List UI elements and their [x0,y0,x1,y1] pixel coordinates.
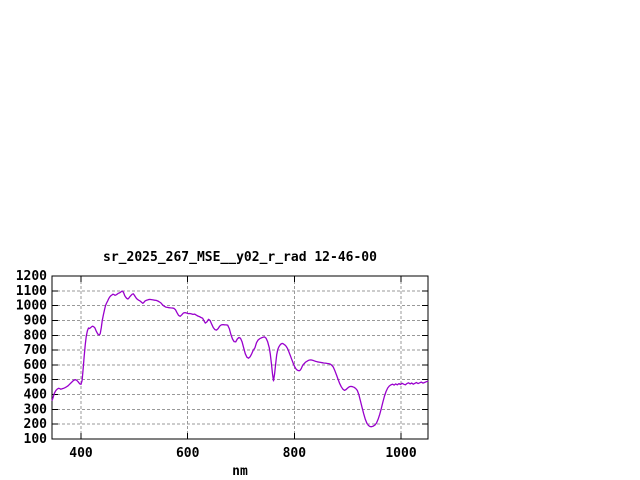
y-tick-label: 800 [24,328,48,343]
x-tick-label: 600 [176,446,200,461]
x-tick-label: 800 [283,446,307,461]
x-tick-label: 400 [69,446,93,461]
y-tick-label: 400 [24,388,48,403]
plot-frame [51,275,429,440]
spectrum-curve [51,290,429,428]
y-tick-label: 900 [24,313,48,328]
chart-title: sr_2025_267_MSE__y02_r_rad 12-46-00 [103,250,377,265]
y-tick-label: 100 [24,432,48,447]
y-tick-label: 200 [24,417,48,432]
y-tick-label: 500 [24,373,48,388]
y-tick-label: 600 [24,358,48,373]
x-tick-label: 1000 [385,446,416,461]
y-tick-label: 1100 [16,284,47,299]
y-tick-label: 1200 [16,269,47,284]
y-tick-label: 300 [24,402,48,417]
y-tick-label: 700 [24,343,48,358]
x-axis-title: nm [232,464,248,479]
y-tick-label: 1000 [16,299,47,314]
